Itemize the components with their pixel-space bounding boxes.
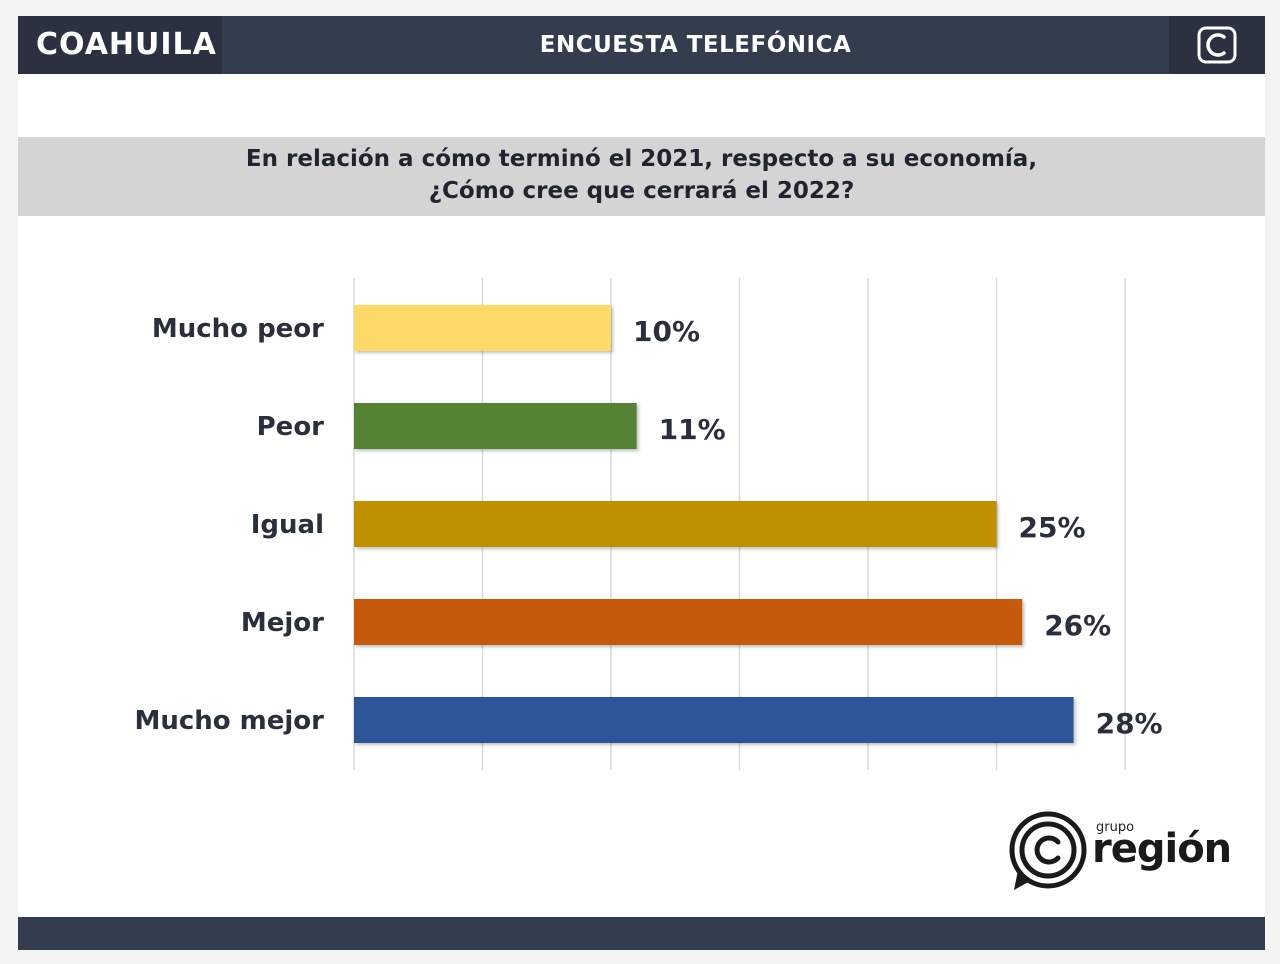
brand-small-text: grupo xyxy=(1096,820,1135,835)
bar-chart: Mucho peor 10% Peor 11% Igual 25% Mejor 26% Much… xyxy=(134,278,1163,770)
value-label: 28% xyxy=(1096,707,1163,740)
category-label: Mejor xyxy=(241,608,324,638)
header-bar: COAHUILA ENCUESTA TELEFÓNICA xyxy=(18,16,1265,74)
bar-mucho-mejor xyxy=(354,697,1074,743)
grupo-region-logo: grupo región xyxy=(1008,806,1248,896)
question-band: En relación a cómo terminó el 2021, resp… xyxy=(18,137,1265,216)
category-label: Igual xyxy=(251,510,324,540)
bar-mejor xyxy=(354,599,1023,645)
c-logo-icon xyxy=(1197,26,1237,64)
grupo-region-logo-icon xyxy=(1009,811,1087,890)
category-label: Mucho peor xyxy=(152,314,324,344)
footer-bar xyxy=(18,917,1265,950)
bar-peor xyxy=(354,403,637,449)
question-line-2: ¿Cómo cree que cerrará el 2022? xyxy=(428,178,855,204)
region-label: COAHUILA xyxy=(18,16,222,74)
value-label: 26% xyxy=(1044,609,1111,642)
category-label: Peor xyxy=(257,412,325,442)
bar-igual xyxy=(354,501,997,547)
category-label: Mucho mejor xyxy=(134,706,324,736)
survey-type-title: ENCUESTA TELEFÓNICA xyxy=(539,32,852,58)
slide: COAHUILA ENCUESTA TELEFÓNICA En relación… xyxy=(18,16,1265,950)
value-label: 25% xyxy=(1019,511,1086,544)
value-label: 10% xyxy=(633,315,700,348)
corner-logo-box xyxy=(1169,16,1265,74)
value-label: 11% xyxy=(659,413,726,446)
bar-mucho-peor xyxy=(354,305,611,351)
brand-name-text: región xyxy=(1092,826,1232,872)
question-line-1: En relación a cómo terminó el 2021, resp… xyxy=(245,146,1038,172)
